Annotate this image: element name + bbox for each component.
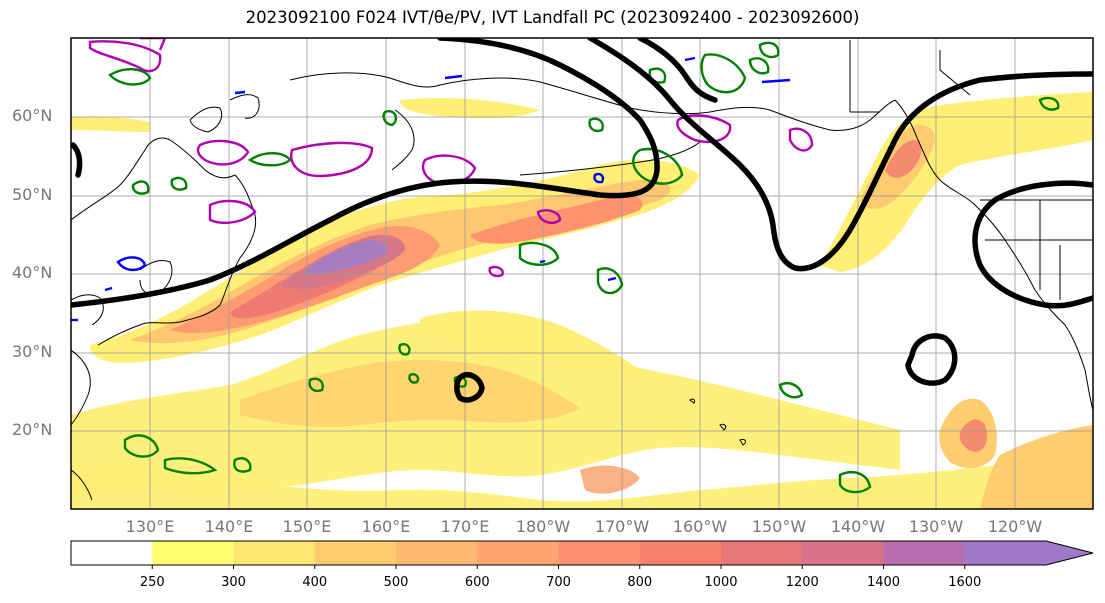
lon-label-170e: 170°E (440, 517, 490, 536)
lon-label-140w: 140°W (830, 517, 886, 536)
coastlines (71, 40, 1093, 501)
colorbar-cell (396, 541, 478, 565)
lat-label-60n: 60°N (12, 106, 53, 125)
blue-contours (71, 56, 791, 322)
lon-label-120w: 120°W (987, 517, 1043, 536)
lon-label-130e: 130°E (125, 517, 175, 536)
colorbar-tick-label: 300 (221, 575, 246, 590)
theta-e-contours (108, 41, 1060, 494)
colorbar-cell (721, 541, 803, 565)
colorbar-tick-label: 1600 (948, 575, 982, 590)
lat-label-50n: 50°N (12, 185, 53, 204)
lat-label-20n: 20°N (12, 420, 53, 439)
lat-label-40n: 40°N (12, 263, 53, 282)
colorbar-cell (233, 541, 316, 565)
lat-label-30n: 30°N (12, 342, 53, 361)
colorbar-tick-label: 1200 (785, 575, 819, 590)
colorbar-cell (314, 541, 397, 565)
colorbar-tick-label: 600 (464, 575, 490, 590)
colorbar-cell (558, 541, 641, 565)
lon-label-150e: 150°E (282, 517, 332, 536)
pc-contours (71, 38, 1093, 403)
colorbar-cell (639, 541, 722, 565)
colorbar-tick-label: 500 (383, 575, 409, 590)
colorbar-tick-label: 700 (546, 575, 571, 590)
colorbar-cell (964, 541, 1093, 565)
lon-label-170w: 170°W (594, 517, 650, 536)
lon-label-180w: 180°W (515, 517, 571, 536)
colorbar-cell (477, 541, 559, 565)
colorbar-tick-label: 1400 (866, 575, 901, 590)
colorbar-cell (152, 541, 234, 565)
colorbar-tick-label: 400 (302, 575, 328, 590)
gridlines (71, 38, 1093, 509)
colorbar-tick-label: 800 (627, 575, 653, 590)
map-title: 2023092100 F024 IVT/θe/PV, IVT Landfall … (245, 8, 860, 27)
map-frame (70, 37, 1094, 510)
lon-label-160e: 160°E (361, 517, 411, 536)
colorbar-outline (70, 540, 1094, 566)
lon-label-160w: 160°W (672, 517, 728, 536)
lon-label-130w: 130°W (908, 517, 964, 536)
ivt-shading (71, 92, 1093, 509)
colorbar-tick-label: 250 (139, 575, 165, 590)
lon-label-140e: 140°E (204, 517, 254, 536)
colorbar-cell (71, 541, 153, 565)
colorbar-cell (883, 541, 966, 565)
colorbar-cell (802, 541, 884, 565)
colorbar-tick-label: 1000 (704, 575, 738, 590)
lon-label-150w: 150°W (751, 517, 807, 536)
